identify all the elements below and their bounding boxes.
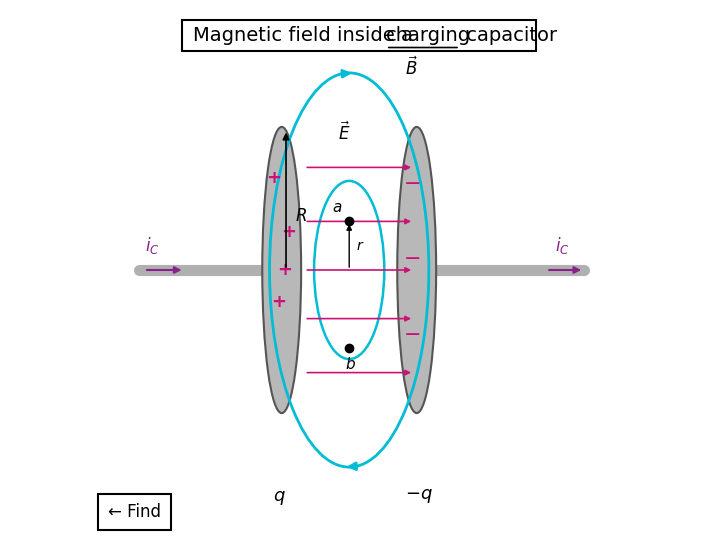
Ellipse shape [262, 127, 301, 413]
Text: +: + [281, 223, 296, 241]
Text: +: + [271, 293, 287, 312]
Text: $-q$: $-q$ [405, 487, 433, 505]
Text: $\vec{B}$: $\vec{B}$ [405, 56, 418, 79]
Text: q: q [274, 487, 284, 505]
Text: −: − [404, 173, 421, 194]
Ellipse shape [397, 127, 436, 413]
Text: capacitor: capacitor [460, 26, 557, 45]
Text: a: a [333, 200, 342, 215]
Text: +: + [266, 169, 281, 187]
Text: +: + [277, 261, 292, 279]
Text: $\vec{E}$: $\vec{E}$ [338, 121, 350, 144]
Text: −: − [404, 325, 421, 345]
Text: $i_C$: $i_C$ [555, 235, 570, 256]
Text: $i_C$: $i_C$ [145, 235, 159, 256]
Text: Magnetic field inside a: Magnetic field inside a [193, 26, 419, 45]
FancyBboxPatch shape [98, 494, 171, 530]
Text: ← Find: ← Find [108, 503, 161, 521]
Text: r: r [356, 239, 361, 253]
Text: −: − [404, 249, 421, 269]
Text: R: R [296, 207, 307, 225]
Text: charging: charging [386, 26, 471, 45]
FancyBboxPatch shape [181, 20, 536, 51]
Text: b: b [346, 357, 355, 372]
